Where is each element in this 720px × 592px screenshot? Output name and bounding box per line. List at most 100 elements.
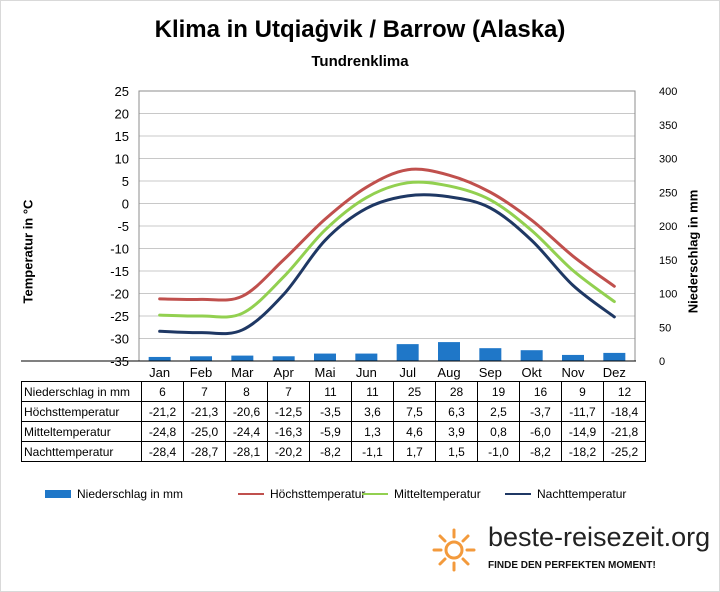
y-tick-label-right: 400 (659, 86, 677, 98)
table-row-label: Niederschlag in mm (21, 381, 142, 402)
night-temp-line (158, 193, 616, 336)
table-cell: -18,2 (561, 441, 604, 462)
table-cell: 12 (603, 381, 646, 402)
table-cell: -11,7 (561, 401, 604, 422)
table-cell: -28,7 (183, 441, 226, 462)
x-tick-label: Jul (399, 365, 416, 380)
y-tick-label-left: 15 (115, 129, 129, 144)
y-tick-label-left: 25 (115, 84, 129, 99)
brand-slogan: FINDE DEN PERFEKTEN MOMENT! (488, 560, 656, 571)
precipitation-bar (562, 354, 584, 361)
y-tick-label-left: -10 (110, 242, 129, 257)
table-cell: -8,2 (519, 441, 562, 462)
y-tick-label-left: -5 (117, 219, 129, 234)
legend-swatch-night-temp (505, 493, 531, 495)
table-cell: -25,0 (183, 421, 226, 442)
table-cell: 3,9 (435, 421, 478, 442)
legend-swatch-precipitation (45, 490, 71, 498)
x-tick-label: Okt (522, 365, 543, 380)
climate-chart: 2520151050-5-10-15-20-25-30-354003503002… (21, 84, 677, 380)
x-tick-label: Apr (274, 365, 295, 380)
legend-item-precipitation: Niederschlag in mm (45, 487, 183, 501)
legend-item-mean-temp: Mitteltemperatur (362, 487, 481, 501)
table-cell: 11 (351, 381, 394, 402)
y-tick-label-left: 0 (122, 197, 129, 212)
chart-title: Klima in Utqiaġvik / Barrow (Alaska) (154, 16, 566, 43)
table-cell: 25 (393, 381, 436, 402)
y-tick-label-right: 150 (659, 255, 677, 267)
precipitation-bar (438, 342, 460, 361)
y-tick-label-right: 200 (659, 221, 677, 233)
y-tick-label-left: 20 (115, 107, 129, 122)
table-cell: -25,2 (603, 441, 646, 462)
table-cell: 7 (267, 381, 310, 402)
y-tick-label-right: 50 (659, 322, 671, 334)
table-cell: 28 (435, 381, 478, 402)
y-tick-label-left: -20 (110, 287, 129, 302)
table-cell: -1,1 (351, 441, 394, 462)
table-cell: -18,4 (603, 401, 646, 422)
legend-label-night-temp: Nachttemperatur (537, 487, 627, 501)
table-cell: -28,1 (225, 441, 268, 462)
y-tick-label-right: 0 (659, 356, 665, 368)
table-cell: 2,5 (477, 401, 520, 422)
table-cell: -24,8 (141, 421, 184, 442)
legend-swatch-max-temp (238, 493, 264, 495)
brand-logo[interactable]: beste-reisezeit.org FINDE DEN PERFEKTEN … (430, 522, 710, 582)
brand-name: beste-reisezeit.org (488, 522, 711, 552)
table-cell: -20,6 (225, 401, 268, 422)
table-cell: 7,5 (393, 401, 436, 422)
table-cell: -3,7 (519, 401, 562, 422)
y-tick-label-right: 300 (659, 154, 677, 166)
table-cell: -21,8 (603, 421, 646, 442)
table-cell: 6,3 (435, 401, 478, 422)
table-cell: -6,0 (519, 421, 562, 442)
table-cell: -1,0 (477, 441, 520, 462)
x-tick-label: Jun (356, 365, 377, 380)
precipitation-bar (148, 356, 171, 361)
legend: Niederschlag in mm Höchsttemperatur Mitt… (0, 487, 720, 505)
table-cell: 7 (183, 381, 226, 402)
precipitation-bar (396, 344, 419, 361)
table-cell: 1,7 (393, 441, 436, 462)
table-cell: -28,4 (141, 441, 184, 462)
table-cell: 9 (561, 381, 604, 402)
table-cell: 19 (477, 381, 520, 402)
x-tick-label: Sep (479, 365, 502, 380)
sun-icon (432, 528, 476, 572)
legend-label-max-temp: Höchsttemperatur (270, 487, 366, 501)
table-row-precipitation: Niederschlag in mm 6 7 8 7 11 11 25 28 19 16 9 12 (21, 381, 646, 402)
table-cell: 3,6 (351, 401, 394, 422)
x-tick-label: Jan (149, 365, 170, 380)
precipitation-bar (231, 355, 254, 361)
legend-label-mean-temp: Mitteltemperatur (394, 487, 481, 501)
legend-label-precipitation: Niederschlag in mm (77, 487, 184, 501)
table-row-night-temp: Nachttemperatur -28,4 -28,7 -28,1 -20,2 -8,2-… (21, 441, 646, 462)
y-tick-label-left: -15 (110, 264, 129, 279)
table-cell: -21,2 (141, 401, 184, 422)
y-tick-label-left: -25 (110, 309, 129, 324)
table-row-label: Nachttemperatur (21, 441, 142, 462)
table-cell: -24,4 (225, 421, 268, 442)
table-cell: -20,2 (267, 441, 310, 462)
table-cell: 4,6 (393, 421, 436, 442)
x-tick-label: Dez (603, 365, 626, 380)
x-tick-label: Mai (315, 365, 336, 380)
max-temp-line (158, 167, 616, 302)
precipitation-bar (603, 352, 626, 361)
table-row-max-temp: Höchsttemperatur -21,2 -21,3 -20,6 -12,5 -3,5… (21, 401, 646, 422)
precipitation-bar (355, 353, 378, 361)
y-tick-label-right: 250 (659, 187, 677, 199)
chart-subtitle: Tundrenklima (311, 53, 409, 70)
y-tick-label-left: 10 (115, 152, 129, 167)
x-tick-label: Feb (190, 365, 212, 380)
x-tick-label: Aug (437, 365, 460, 380)
x-tick-label: Nov (561, 365, 585, 380)
table-cell: -3,5 (309, 401, 352, 422)
legend-item-max-temp: Höchsttemperatur (238, 487, 365, 501)
x-tick-label: Mar (231, 365, 254, 380)
table-cell: -12,5 (267, 401, 310, 422)
table-row-mean-temp: Mitteltemperatur -24,8 -25,0 -24,4 -16,3 -5,9… (21, 421, 646, 442)
table-cell: 1,5 (435, 441, 478, 462)
legend-swatch-mean-temp (362, 493, 388, 495)
